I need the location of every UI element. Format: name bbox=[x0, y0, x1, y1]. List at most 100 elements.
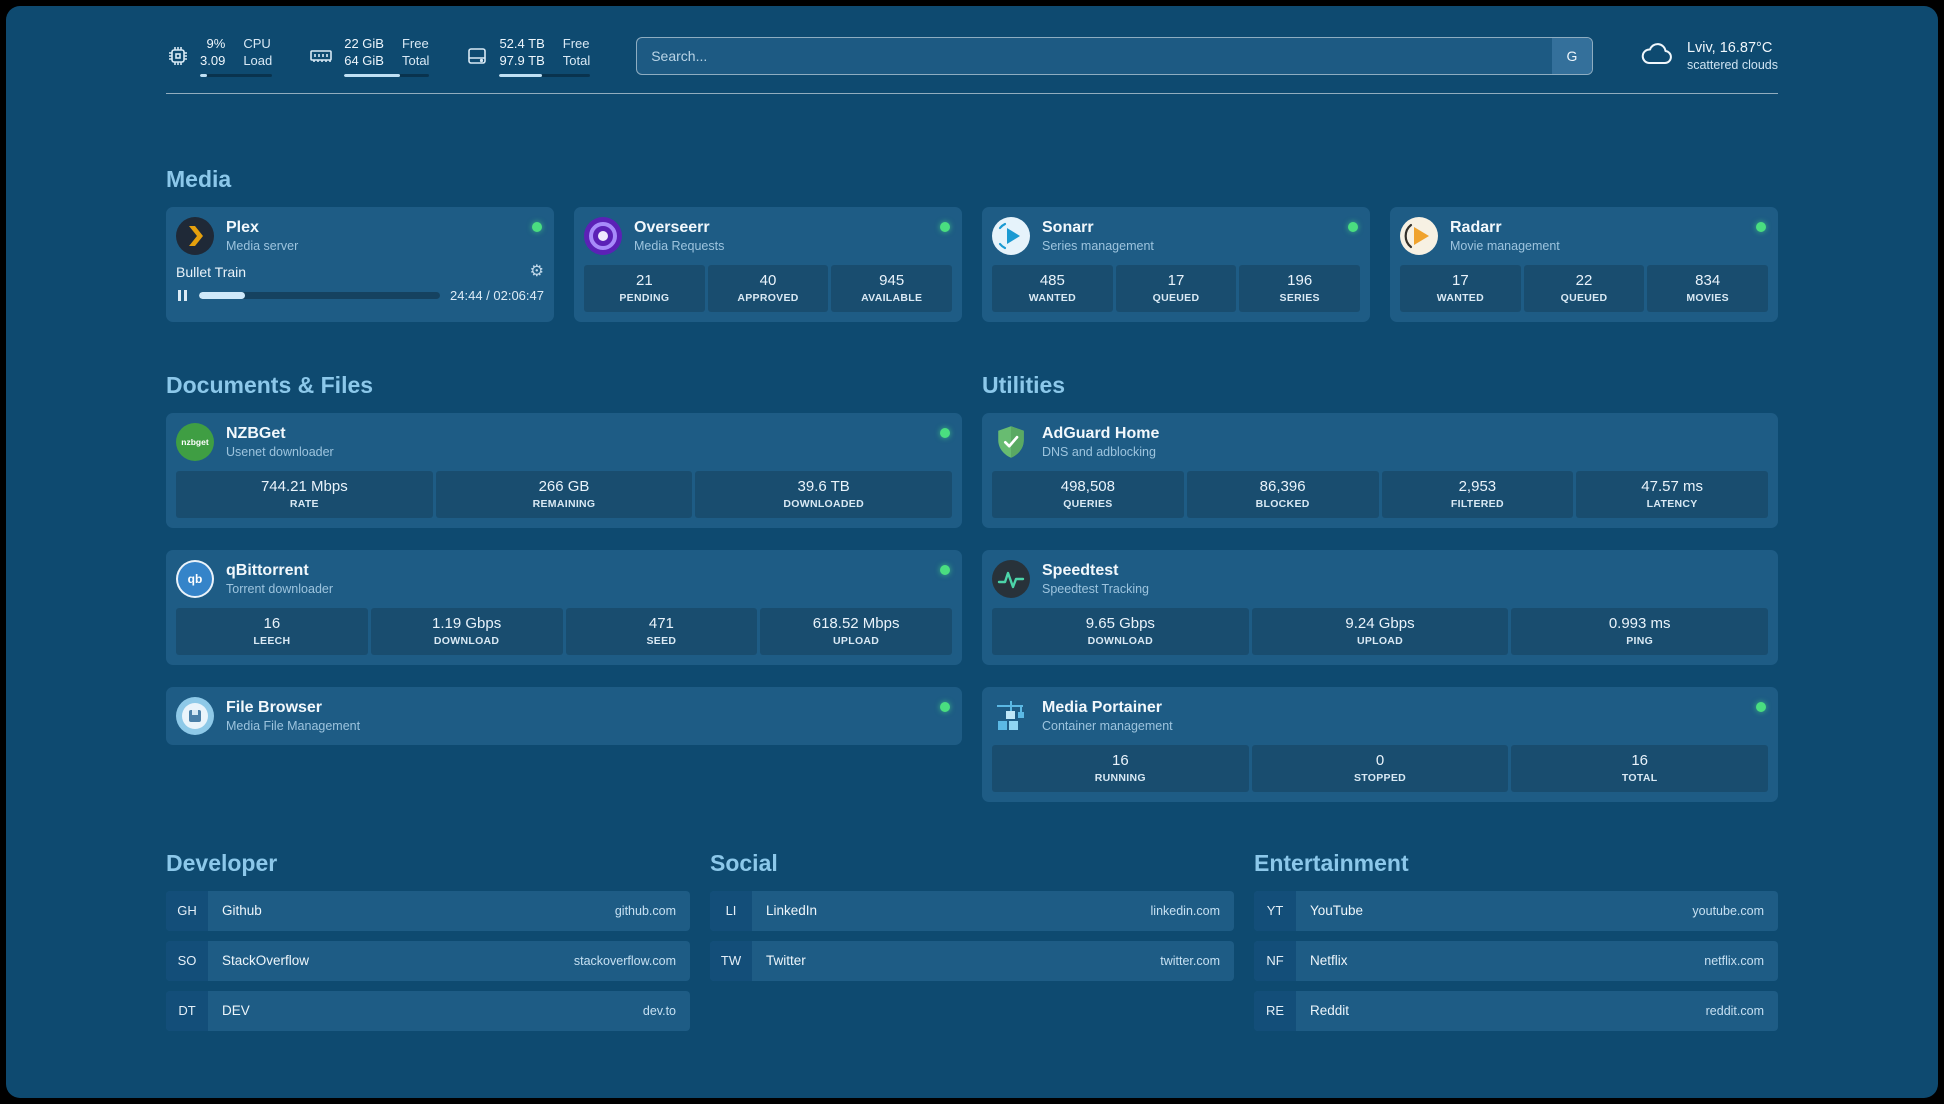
service-card-filebrowser[interactable]: File Browser Media File Management bbox=[166, 686, 962, 745]
service-name: Media Portainer bbox=[1042, 698, 1163, 716]
section-documents: Documents & Files nzbget NZBGet Usenet d… bbox=[166, 372, 962, 802]
memory-free-value: 22 GiB bbox=[344, 36, 384, 51]
service-subtitle: Usenet downloader bbox=[226, 444, 334, 459]
settings-gear-icon[interactable]: ⚙ bbox=[529, 262, 544, 280]
service-card-plex[interactable]: Plex Media server Bullet Train ⚙ 24:44 /… bbox=[166, 206, 554, 322]
stat-remaining: 266 GB REMAINING bbox=[435, 470, 693, 518]
stat-filtered: 2,953 FILTERED bbox=[1381, 470, 1574, 518]
bookmark-abbr: SO bbox=[166, 940, 208, 981]
service-card-speedtest[interactable]: Speedtest Speedtest Tracking 9.65 Gbps D… bbox=[982, 549, 1778, 665]
service-subtitle: Torrent downloader bbox=[226, 581, 334, 596]
service-subtitle: Media Requests bbox=[634, 238, 725, 253]
cpu-load-label: Load bbox=[243, 52, 273, 68]
overseerr-icon bbox=[584, 216, 622, 255]
stat-seed: 471 SEED bbox=[565, 607, 758, 655]
bookmark-linkedin[interactable]: LI LinkedIn linkedin.com bbox=[710, 890, 1234, 931]
stat-blocked: 86,396 BLOCKED bbox=[1186, 470, 1379, 518]
service-card-portainer[interactable]: Media Portainer Container management 16 … bbox=[982, 686, 1778, 802]
cpu-progress-bar bbox=[200, 73, 273, 77]
bookmark-host: netflix.com bbox=[1704, 953, 1764, 968]
service-card-radarr[interactable]: Radarr Movie management 17 WANTED 22 QUE… bbox=[1390, 206, 1778, 322]
bookmark-host: twitter.com bbox=[1160, 953, 1220, 968]
service-card-nzbget[interactable]: nzbget NZBGet Usenet downloader 744.21 M… bbox=[166, 412, 962, 528]
stat-pending: 21 PENDING bbox=[584, 264, 705, 312]
memory-total-value: 64 GiB bbox=[344, 52, 384, 68]
bookmark-name: DEV bbox=[222, 1003, 250, 1019]
section-title-utilities: Utilities bbox=[982, 371, 1066, 398]
bookmark-abbr: TW bbox=[710, 940, 752, 981]
sonarr-icon bbox=[992, 216, 1030, 255]
service-card-adguard[interactable]: AdGuard Home DNS and adblocking 498,508 … bbox=[982, 412, 1778, 528]
pause-icon[interactable] bbox=[176, 288, 189, 303]
service-name: qBittorrent bbox=[226, 561, 309, 579]
stat-ping: 0.993 ms PING bbox=[1511, 607, 1769, 655]
cloud-icon bbox=[1639, 40, 1675, 72]
service-card-overseerr[interactable]: Overseerr Media Requests 21 PENDING 40 A… bbox=[574, 206, 962, 322]
plex-icon bbox=[176, 216, 214, 255]
qbittorrent-icon: qb bbox=[176, 559, 214, 598]
stat-total: 16 TOTAL bbox=[1511, 744, 1769, 792]
status-dot bbox=[940, 221, 950, 232]
bookmark-reddit[interactable]: RE Reddit reddit.com bbox=[1254, 990, 1778, 1031]
disk-progress-bar bbox=[499, 73, 591, 77]
status-dot bbox=[940, 427, 950, 438]
section-media: Media Plex Media server bbox=[166, 166, 1778, 322]
service-subtitle: Media File Management bbox=[226, 718, 361, 733]
status-dot bbox=[532, 221, 542, 232]
bookmark-youtube[interactable]: YT YouTube youtube.com bbox=[1254, 890, 1778, 931]
disk-total-value: 97.9 TB bbox=[499, 52, 545, 68]
bookmark-name: Netflix bbox=[1310, 953, 1348, 969]
portainer-icon bbox=[992, 697, 1030, 735]
stat-latency: 47.57 ms LATENCY bbox=[1576, 470, 1768, 518]
memory-progress-bar bbox=[344, 73, 430, 77]
service-name: AdGuard Home bbox=[1042, 424, 1160, 442]
weather-condition: scattered clouds bbox=[1686, 58, 1778, 73]
bookmark-host: reddit.com bbox=[1705, 1003, 1764, 1018]
service-subtitle: Container management bbox=[1042, 718, 1173, 733]
status-dot bbox=[1348, 221, 1358, 232]
bookmark-host: stackoverflow.com bbox=[573, 953, 676, 968]
bookmark-abbr: LI bbox=[710, 890, 752, 931]
service-card-sonarr[interactable]: Sonarr Series management 485 WANTED 17 Q… bbox=[982, 206, 1370, 322]
section-social: Social LI LinkedIn linkedin.com TW Twitt… bbox=[710, 850, 1234, 1031]
filebrowser-icon bbox=[176, 696, 214, 735]
nzbget-icon: nzbget bbox=[176, 422, 214, 461]
service-card-qbittorrent[interactable]: qb qBittorrent Torrent downloader 16 LEE… bbox=[166, 549, 962, 665]
bookmark-twitter[interactable]: TW Twitter twitter.com bbox=[710, 940, 1234, 981]
bookmark-stackoverflow[interactable]: SO StackOverflow stackoverflow.com bbox=[166, 940, 690, 981]
stat-download: 9.65 Gbps DOWNLOAD bbox=[992, 607, 1249, 655]
service-name: Sonarr bbox=[1042, 218, 1094, 236]
memory-icon bbox=[308, 44, 334, 68]
cpu-usage-value: 9% bbox=[206, 36, 226, 51]
section-title-social: Social bbox=[710, 849, 778, 876]
bookmark-github[interactable]: GH Github github.com bbox=[166, 890, 690, 931]
memory-free-label: Free bbox=[401, 36, 429, 51]
stat-queries: 498,508 QUERIES bbox=[992, 470, 1184, 518]
section-utilities: Utilities AdGuard Home bbox=[982, 372, 1778, 802]
stat-queued: 17 QUEUED bbox=[1115, 264, 1237, 312]
service-name: Speedtest bbox=[1042, 561, 1119, 579]
bookmark-abbr: GH bbox=[166, 890, 208, 931]
dashboard: 9% 3.09 CPU Load bbox=[6, 6, 1938, 1098]
service-subtitle: Movie management bbox=[1450, 238, 1560, 253]
stat-downloaded: 39.6 TB DOWNLOADED bbox=[695, 470, 953, 518]
weather-widget: Lviv, 16.87°C scattered clouds bbox=[1639, 40, 1778, 72]
bookmark-dev[interactable]: DT DEV dev.to bbox=[166, 990, 690, 1031]
cpu-load-value: 3.09 bbox=[200, 52, 226, 68]
cpu-widget: 9% 3.09 CPU Load bbox=[166, 36, 273, 77]
playback-time: 24:44 / 02:06:47 bbox=[450, 287, 544, 303]
section-entertainment: Entertainment YT YouTube youtube.com NF … bbox=[1254, 850, 1778, 1031]
status-dot bbox=[940, 701, 950, 712]
stat-leech: 16 LEECH bbox=[176, 607, 368, 655]
bookmark-abbr: RE bbox=[1254, 990, 1296, 1031]
stat-series: 196 SERIES bbox=[1239, 264, 1361, 312]
section-title-media: Media bbox=[166, 165, 232, 192]
stat-running: 16 RUNNING bbox=[992, 744, 1249, 792]
service-name: Radarr bbox=[1450, 218, 1502, 236]
bookmark-host: linkedin.com bbox=[1150, 903, 1220, 918]
disk-free-value: 52.4 TB bbox=[499, 36, 545, 51]
status-dot bbox=[940, 564, 950, 575]
search-engine-button[interactable]: G bbox=[1551, 38, 1592, 75]
bookmark-netflix[interactable]: NF Netflix netflix.com bbox=[1254, 940, 1778, 981]
search-input[interactable] bbox=[636, 37, 1593, 76]
